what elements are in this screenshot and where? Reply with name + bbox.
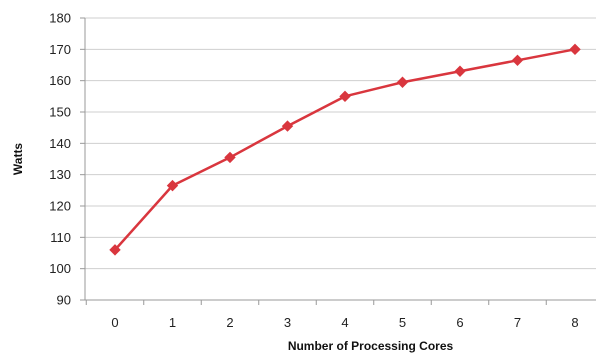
x-tick-label: 0 — [111, 315, 118, 330]
x-tick-label: 1 — [169, 315, 176, 330]
y-tick-label: 110 — [50, 230, 71, 245]
y-axis-title: Watts — [11, 143, 25, 176]
data-point-diamond — [281, 120, 294, 132]
x-tick-label: 8 — [571, 315, 578, 330]
data-point-diamond — [109, 244, 121, 256]
y-tick-label: 90 — [57, 293, 71, 308]
x-tick-label: 2 — [226, 315, 233, 330]
y-tick-label: 150 — [49, 105, 71, 120]
x-tick-label: 6 — [456, 315, 463, 330]
y-tick-label: 130 — [49, 167, 71, 182]
data-point-diamond — [396, 76, 409, 88]
x-axis-title: Number of Processing Cores — [288, 339, 454, 353]
data-point-diamond — [166, 179, 179, 192]
series-group — [109, 43, 581, 256]
data-point-diamond — [339, 90, 351, 103]
x-tick-label: 7 — [514, 315, 521, 330]
y-tick-label: 180 — [49, 11, 71, 26]
y-tick-label: 140 — [49, 136, 71, 151]
y-tick-label: 170 — [49, 42, 71, 57]
y-tick-labels: 90 100 110 120 130 140 150 160 170 180 — [49, 11, 71, 308]
gridlines — [80, 17, 596, 305]
y-tick-label: 160 — [49, 73, 71, 88]
y-tick-label: 120 — [49, 199, 71, 214]
data-point-diamond — [224, 151, 236, 164]
data-point-diamond — [454, 65, 466, 77]
data-point-diamond — [511, 54, 524, 67]
x-tick-label: 3 — [284, 315, 291, 330]
y-tick-label: 100 — [49, 261, 71, 276]
axes — [84, 18, 596, 301]
data-point-diamond — [569, 43, 581, 56]
x-tick-label: 5 — [399, 315, 406, 330]
x-tick-labels: 0 1 2 3 4 5 6 7 8 — [111, 315, 578, 330]
series-line — [114, 48, 576, 251]
x-tick-label: 4 — [341, 315, 348, 330]
